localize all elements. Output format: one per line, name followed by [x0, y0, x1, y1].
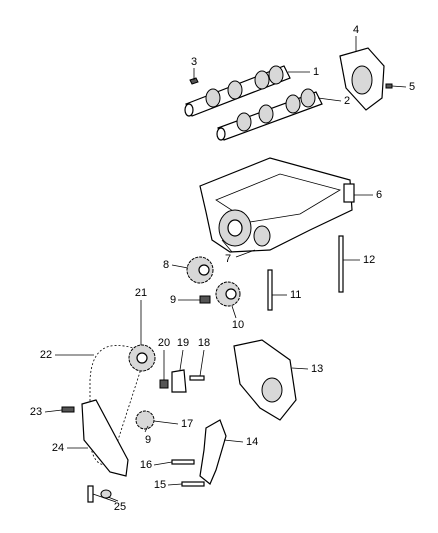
callout: 19 [177, 337, 189, 349]
bolt-18 [189, 375, 205, 381]
callout: 24 [52, 442, 64, 454]
callout: 20 [158, 337, 170, 349]
tensioner-rail [199, 419, 227, 485]
chain-guide [81, 399, 129, 477]
washer-25 [100, 489, 112, 499]
callout: 2 [344, 95, 350, 107]
callout: 14 [246, 436, 258, 448]
callout: 12 [363, 254, 375, 266]
callout: 6 [376, 189, 382, 201]
callout: 10 [232, 319, 244, 331]
callout: 16 [140, 459, 152, 471]
callout: 9 [145, 434, 151, 446]
cover-opening [351, 65, 373, 95]
callout: 8 [163, 259, 169, 271]
callout: 22 [40, 349, 52, 361]
callout: 1 [313, 66, 319, 78]
callout: 13 [311, 363, 323, 375]
cylinder-head-housing [199, 157, 355, 253]
callout: 7 [225, 253, 231, 265]
callout: 25 [114, 501, 126, 513]
bolt-12 [338, 235, 344, 293]
bolt-15 [181, 481, 205, 487]
callout: 3 [191, 56, 197, 68]
callout: 5 [409, 81, 415, 93]
bolt-16 [171, 459, 195, 465]
tensioner-19 [171, 369, 187, 393]
callouts: 1 2 3 4 5 6 7 8 9 10 11 12 13 14 15 16 1… [30, 24, 415, 513]
bolt [385, 83, 393, 89]
sprocket-17 [135, 410, 155, 430]
bolt-25 [87, 485, 94, 503]
callout: 11 [290, 289, 301, 301]
pump-opening [261, 377, 283, 403]
callout: 15 [154, 479, 166, 491]
nut-20 [159, 379, 169, 389]
sprocket-hub [136, 352, 148, 364]
callout: 9 [170, 294, 176, 306]
gear-10 [215, 281, 241, 307]
gear-8 [186, 256, 214, 284]
camshaft-2 [216, 88, 323, 141]
bolt-23 [61, 406, 75, 413]
camshaft-1 [184, 65, 291, 117]
callout: 4 [353, 24, 359, 36]
callout: 18 [198, 337, 210, 349]
callout: 17 [181, 418, 193, 430]
bolt-11 [267, 269, 273, 311]
callout: 23 [30, 406, 42, 418]
bolt-9 [199, 295, 211, 304]
oil-pump [233, 339, 297, 421]
callout: 21 [135, 287, 147, 299]
